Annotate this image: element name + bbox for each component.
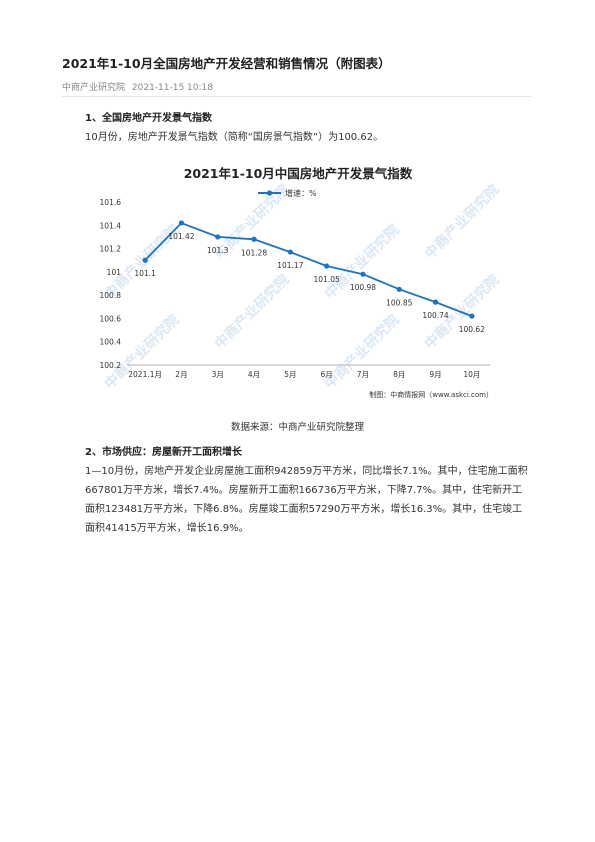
x-tick-label: 2021.1月 xyxy=(128,370,162,379)
y-tick-label: 101.4 xyxy=(100,221,122,230)
x-tick-label: 7月 xyxy=(357,370,369,379)
data-label: 101.05 xyxy=(314,275,340,284)
x-tick-label: 3月 xyxy=(212,370,224,379)
data-label: 101.1 xyxy=(134,269,156,278)
y-tick-label: 100.4 xyxy=(100,338,122,347)
x-tick-label: 6月 xyxy=(321,370,333,379)
section2-heading: 2、市场供应：房屋新开工面积增长 xyxy=(85,447,242,458)
x-tick-label: 4月 xyxy=(248,370,260,379)
data-point xyxy=(178,220,185,226)
chart-credit: 制图：中商情报网（www.askci.com） xyxy=(369,390,493,399)
y-tick-label: 101.6 xyxy=(100,198,122,207)
source-name[interactable]: 中商产业研究院 xyxy=(62,83,126,93)
data-point xyxy=(251,236,257,242)
legend-label: 增速：% xyxy=(285,188,317,198)
data-label: 100.98 xyxy=(350,283,376,292)
section2-paragraph: 1—10月份，房地产开发企业房屋施工面积942859万平方米，同比增长7.1%。… xyxy=(85,466,528,534)
data-point xyxy=(324,263,330,269)
y-tick-label: 100.6 xyxy=(100,314,122,323)
y-tick-label: 101.2 xyxy=(100,245,122,254)
section1-paragraph: 10月份，房地产开发景气指数（简称“国房景气指数”）为100.62。 xyxy=(85,132,384,143)
y-tick-label: 101 xyxy=(107,268,122,277)
x-tick-label: 2月 xyxy=(175,370,187,379)
chart-legend: 增速：% xyxy=(258,188,317,198)
data-point xyxy=(215,234,221,240)
data-label: 100.74 xyxy=(422,311,448,320)
data-point xyxy=(360,271,366,277)
y-tick-label: 100.8 xyxy=(100,291,122,300)
x-tick-label: 9月 xyxy=(429,370,441,379)
divider xyxy=(62,96,532,97)
x-tick-label: 8月 xyxy=(393,370,405,379)
section1-heading: 1、全国房地产开发景气指数 xyxy=(85,113,212,124)
data-label: 100.62 xyxy=(459,325,485,334)
data-point xyxy=(469,313,475,319)
chart-caption: 数据来源：中商产业研究院整理 xyxy=(230,422,364,433)
x-tick-label: 5月 xyxy=(284,370,296,379)
chart-title: 2021年1-10月中国房地产开发景气指数 xyxy=(184,166,413,181)
article-title: 2021年1-10月全国房地产开发经营和销售情况（附图表） xyxy=(62,56,391,71)
series-line xyxy=(144,221,473,317)
article-meta: 中商产业研究院 2021-11-15 10:18 xyxy=(62,80,213,93)
y-tick-label: 100.2 xyxy=(100,361,122,370)
data-points xyxy=(142,220,475,319)
data-label: 101.42 xyxy=(168,232,194,241)
data-point xyxy=(142,257,148,263)
publish-datetime: 2021-11-15 10:18 xyxy=(131,83,213,93)
data-label: 101.3 xyxy=(207,246,229,255)
y-axis: 101.6 101.4 101.2 101 100.8 100.6 100.4 100.2 xyxy=(100,198,122,370)
x-axis: 2021.1月 2月 3月 4月 5月 6月 7月 8月 9月 10月 xyxy=(127,364,490,379)
x-tick-label: 10月 xyxy=(463,370,480,379)
data-label: 100.85 xyxy=(386,298,412,307)
chart-image: 中商产业研究院 中商产业研究院 中商产业研究院 中商产业研究院 中商产业研究院 中商产业研… xyxy=(85,155,512,407)
data-point xyxy=(432,299,439,305)
data-point xyxy=(396,286,402,292)
data-point xyxy=(287,249,293,255)
data-label: 101.28 xyxy=(241,248,267,257)
data-labels: 101.1 101.42 101.3 101.28 101.17 101.05 100.98… xyxy=(134,232,485,334)
data-label: 101.17 xyxy=(277,261,303,270)
